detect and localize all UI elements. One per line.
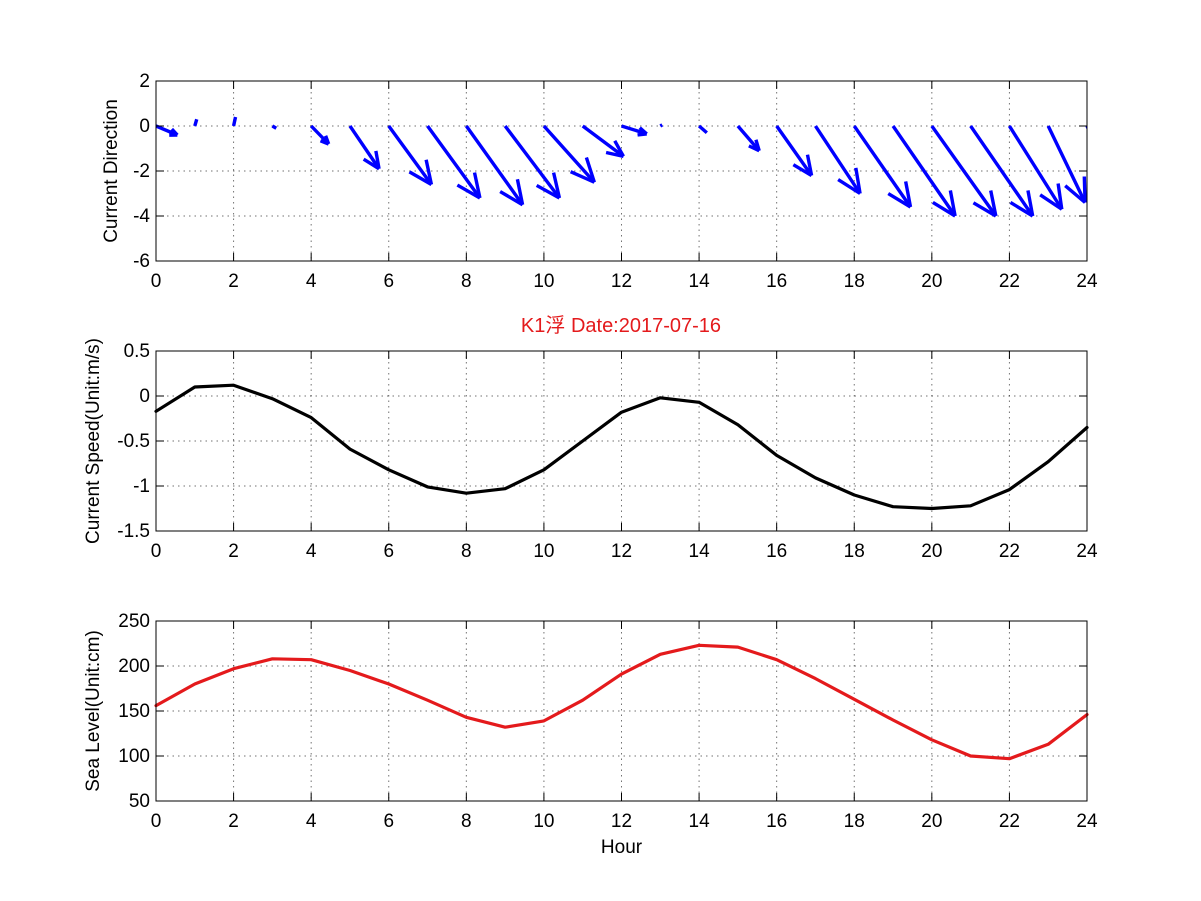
x-tick-label: 0 (151, 811, 162, 832)
y-tick-label: 2 (139, 71, 150, 92)
y-tick-label: 0 (139, 386, 150, 407)
y-tick-label: 0.5 (124, 341, 150, 362)
direction-y-axis-label: Current Direction (101, 99, 122, 243)
direction-arrow (852, 125, 913, 209)
y-tick-label: -1.5 (117, 521, 150, 542)
x-tick-label: 2 (228, 811, 239, 832)
x-tick-label: 2 (228, 271, 239, 292)
y-tick-label: 250 (118, 611, 150, 632)
direction-arrow (736, 124, 761, 153)
direction-arrow (464, 125, 525, 207)
y-tick-label: 100 (118, 746, 150, 767)
x-tick-label: 2 (228, 541, 239, 562)
direction-arrow (542, 124, 596, 184)
x-tick-label: 18 (844, 811, 865, 832)
x-tick-label: 12 (611, 271, 632, 292)
direction-arrow (659, 123, 664, 128)
x-tick-label: 20 (921, 271, 942, 292)
direction-arrow (1007, 125, 1064, 211)
direction-arrow (156, 124, 179, 137)
x-tick-label: 16 (766, 271, 787, 292)
sealevel-y-axis-label: Sea Level(Unit:cm) (83, 630, 104, 792)
x-tick-label: 14 (689, 271, 711, 292)
direction-axes-area (156, 81, 1087, 261)
direction-arrow (387, 124, 434, 186)
x-tick-label: 24 (1076, 811, 1098, 832)
x-tick-label: 0 (151, 271, 162, 292)
direction-arrow (814, 125, 862, 195)
x-tick-label: 16 (766, 541, 787, 562)
direction-arrow (969, 125, 1035, 218)
x-tick-label: 22 (999, 271, 1020, 292)
quiver-arrows (156, 116, 1087, 218)
x-tick-label: 14 (689, 811, 711, 832)
y-tick-label: -2 (133, 161, 150, 182)
x-tick-label: 6 (383, 541, 394, 562)
x-tick-label: 4 (306, 541, 317, 562)
direction-arrow (426, 125, 482, 200)
direction-arrow (581, 124, 625, 159)
y-tick-label: -4 (133, 206, 150, 227)
y-tick-label: -0.5 (117, 431, 150, 452)
sealevel-x-axis-label: Hour (601, 837, 643, 858)
direction-arrow (503, 124, 562, 200)
x-tick-label: 6 (383, 811, 394, 832)
x-tick-label: 12 (611, 811, 632, 832)
x-tick-label: 4 (306, 271, 317, 292)
x-tick-label: 10 (533, 271, 554, 292)
figure-title: K1浮 Date:2017-07-16 (521, 314, 721, 337)
y-tick-label: -1 (133, 476, 150, 497)
direction-arrow (930, 125, 998, 218)
x-tick-label: 16 (766, 811, 787, 832)
x-tick-label: 0 (151, 541, 162, 562)
x-tick-label: 8 (461, 271, 472, 292)
direction-arrow (620, 124, 648, 137)
x-tick-label: 12 (611, 541, 632, 562)
x-tick-label: 22 (999, 541, 1020, 562)
y-tick-label: -6 (133, 251, 150, 272)
direction-arrow (1085, 126, 1087, 131)
y-tick-label: 50 (129, 791, 150, 812)
direction-arrow (1046, 125, 1087, 204)
x-tick-label: 4 (306, 811, 317, 832)
x-tick-label: 20 (921, 541, 942, 562)
x-tick-label: 20 (921, 811, 942, 832)
direction-arrow (193, 118, 199, 127)
speed-y-axis-label: Current Speed(Unit:m/s) (83, 338, 104, 544)
sealevel-axes-area (156, 621, 1087, 801)
x-tick-label: 24 (1076, 541, 1098, 562)
x-tick-label: 10 (533, 811, 554, 832)
direction-arrow (271, 124, 278, 130)
direction-arrow (348, 125, 381, 171)
x-tick-label: 24 (1076, 271, 1098, 292)
direction-arrow (231, 116, 238, 127)
direction-arrow (309, 124, 331, 146)
direction-arrow (775, 125, 814, 177)
direction-arrow (891, 125, 957, 218)
x-tick-label: 14 (689, 541, 711, 562)
y-tick-label: 150 (118, 701, 150, 722)
speed-axes-area (156, 351, 1087, 531)
x-tick-label: 18 (844, 271, 865, 292)
x-tick-label: 10 (533, 541, 554, 562)
x-tick-label: 22 (999, 811, 1020, 832)
speed-panel: 0 2 4 6 8 10 12 14 16 18 20 22 24-1.5-1-0.500.5Curre… (83, 338, 1098, 562)
x-tick-label: 18 (844, 541, 865, 562)
y-tick-label: 0 (139, 116, 150, 137)
x-tick-label: 8 (461, 541, 472, 562)
x-tick-label: 6 (383, 271, 394, 292)
y-tick-label: 200 (118, 656, 150, 677)
x-tick-label: 8 (461, 811, 472, 832)
direction-arrow (697, 124, 708, 135)
